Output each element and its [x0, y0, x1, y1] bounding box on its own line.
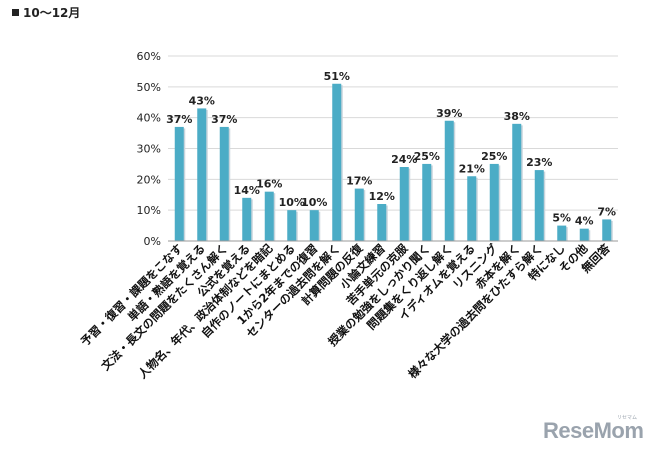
square-bullet-icon [12, 9, 19, 16]
data-label: 37% [166, 113, 192, 126]
y-tick-label: 50% [137, 81, 161, 94]
bar [332, 83, 342, 241]
bar [174, 126, 184, 241]
bar [197, 108, 207, 242]
bar [219, 126, 229, 241]
y-tick-label: 30% [137, 143, 161, 156]
data-label: 37% [211, 113, 237, 126]
data-label: 23% [526, 156, 552, 169]
bar [309, 210, 319, 241]
bar [354, 188, 364, 241]
data-label: 5% [552, 212, 571, 225]
bar [287, 210, 297, 241]
data-label: 21% [459, 162, 485, 175]
data-label: 4% [575, 215, 594, 228]
y-tick-label: 20% [137, 173, 161, 186]
bar [467, 176, 477, 241]
data-label: 12% [369, 190, 395, 203]
x-axis-category-labels: 予習・復習・課題をこなす単語・熟語を覚える文法・長文の問題をたくさん解く公式を覚… [78, 241, 613, 381]
data-labels: 37%43%37%14%16%10%10%51%17%12%24%25%39%2… [166, 70, 616, 228]
y-axis-tick-labels: 0% 10% 20% 30% 40% 50% 60% [137, 50, 161, 248]
y-tick-label: 10% [137, 204, 161, 217]
data-label: 24% [391, 153, 417, 166]
bar [422, 163, 432, 241]
chart-period-header: 10～12月 [12, 4, 80, 21]
resemom-logo: ReseMom [543, 418, 644, 443]
bar [377, 204, 387, 241]
bar [512, 123, 522, 241]
data-label: 25% [481, 150, 507, 163]
bar [489, 163, 499, 241]
bar [444, 120, 454, 241]
data-label: 16% [256, 178, 282, 191]
bar [602, 219, 612, 241]
data-label: 51% [324, 70, 350, 83]
data-label: 10% [279, 196, 305, 209]
bar [264, 191, 274, 241]
bar [242, 197, 252, 241]
y-tick-label: 40% [137, 112, 161, 125]
y-tick-label: 0% [144, 235, 161, 248]
bar [579, 228, 589, 241]
resemom-logo-kana: リセマム [617, 415, 638, 421]
data-label: 7% [597, 205, 616, 218]
bar [399, 167, 409, 241]
bar [534, 170, 544, 241]
data-label: 17% [346, 175, 372, 188]
data-label: 10% [301, 196, 327, 209]
bars [174, 83, 613, 242]
period-label: 10～12月 [23, 6, 81, 20]
data-label: 25% [414, 150, 440, 163]
data-label: 39% [436, 107, 462, 120]
data-label: 43% [189, 94, 215, 107]
data-label: 38% [504, 110, 530, 123]
bar [557, 225, 567, 241]
y-tick-label: 60% [137, 50, 161, 63]
data-label: 14% [234, 184, 260, 197]
